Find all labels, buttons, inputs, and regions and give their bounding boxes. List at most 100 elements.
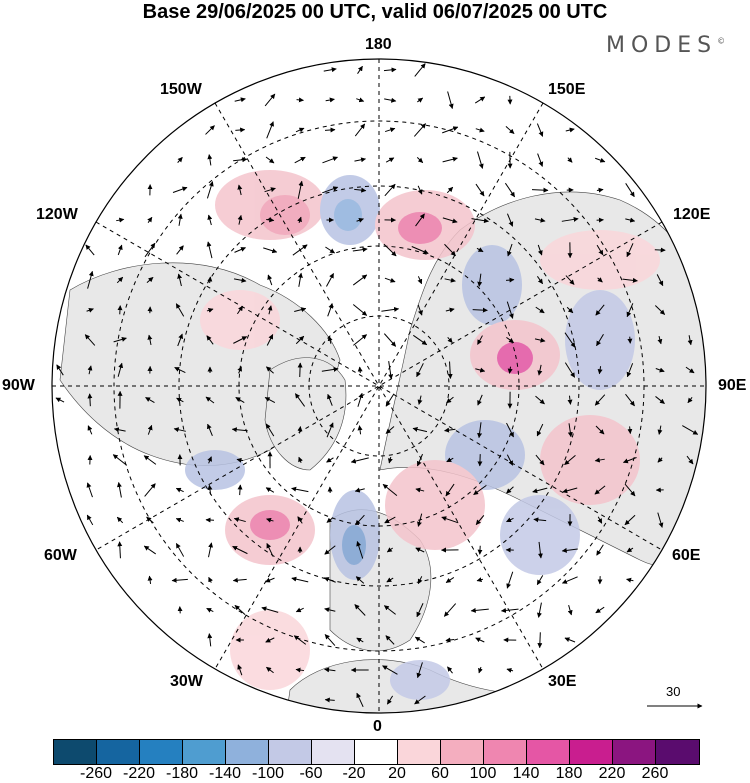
wind-vector (295, 607, 304, 613)
wind-vector (446, 457, 454, 463)
wind-vector (266, 366, 274, 374)
wind-vector (116, 217, 125, 223)
wind-vector (322, 156, 338, 164)
wind-vector (564, 637, 576, 643)
colorbar-tick-label: -180 (165, 765, 199, 782)
wind-vector (324, 607, 336, 613)
wind-vector (624, 483, 636, 497)
positive-anomaly (540, 230, 660, 290)
wind-vector (447, 91, 454, 109)
wind-vector (355, 514, 365, 526)
colorbar (53, 739, 700, 765)
wind-vector (117, 541, 123, 559)
wind-vector (567, 604, 573, 616)
wind-vector (562, 487, 578, 494)
wind-vector (442, 217, 458, 224)
wind-vector (505, 277, 515, 283)
wind-vector (412, 426, 428, 433)
wind-vector (175, 487, 184, 493)
wind-vector (561, 576, 578, 584)
colorbar-swatch (656, 740, 699, 764)
wind-vector (445, 576, 455, 584)
wind-vector (536, 423, 544, 437)
wind-vector (147, 334, 153, 346)
wind-vector (657, 425, 663, 435)
wind-vector (444, 277, 456, 283)
wind-vector (172, 186, 188, 193)
colorbar-tick-label: -140 (208, 765, 242, 782)
wind-vector (416, 453, 424, 467)
wind-vector (206, 335, 214, 345)
wind-vector (414, 695, 426, 705)
wind-vector (506, 571, 514, 589)
wind-vector (597, 366, 603, 375)
wind-vector (327, 393, 333, 406)
wind-vector (236, 457, 244, 463)
wind-vector (561, 547, 578, 553)
wind-vector (417, 276, 423, 285)
wind-vector (386, 577, 394, 583)
wind-vector (597, 277, 603, 283)
wind-vector (145, 397, 155, 403)
colorbar-swatch (140, 740, 183, 764)
wind-vector (177, 273, 183, 287)
wind-vector (206, 308, 214, 313)
wind-vector (234, 97, 246, 103)
wind-vector (234, 604, 246, 616)
wind-vector (265, 423, 275, 437)
wind-vector (326, 273, 334, 287)
negative-anomaly (185, 450, 245, 490)
wind-vector (622, 277, 638, 283)
modes-logo: MODES© (606, 33, 726, 58)
positive-anomaly (540, 415, 640, 505)
wind-vector (206, 181, 214, 199)
wind-vector (415, 213, 425, 227)
wind-vector (324, 634, 336, 646)
wind-vector (294, 307, 307, 313)
wind-vector (384, 183, 396, 197)
wind-vector (472, 307, 488, 313)
wind-vector (233, 157, 248, 163)
wind-vector (265, 487, 275, 493)
wind-vector (291, 576, 309, 583)
wind-vector (323, 67, 337, 73)
wind-vector (477, 422, 483, 439)
wind-vector (236, 305, 244, 315)
wind-vector (321, 366, 339, 372)
wind-vector (356, 637, 364, 643)
wind-vector (417, 185, 423, 195)
wind-vector (293, 635, 307, 645)
wind-vector (534, 217, 546, 223)
lon-label-90w: 90W (2, 377, 35, 394)
wind-vector (233, 336, 248, 344)
wind-vector (352, 304, 368, 316)
wind-vector (416, 603, 424, 618)
wind-vector (237, 214, 243, 225)
wind-vector (536, 276, 544, 285)
colorbar-tick-label: 220 (598, 765, 626, 782)
wind-vector (416, 157, 424, 163)
wind-vector (682, 425, 699, 435)
wind-vector (208, 542, 214, 558)
wind-vector (267, 274, 273, 286)
wind-vector (144, 483, 156, 497)
wind-vector (655, 367, 665, 373)
wind-vector (354, 487, 365, 493)
lon-label-90e: 90E (718, 377, 747, 394)
wind-vector (266, 543, 274, 557)
wind-vector (294, 156, 306, 164)
wind-vector (383, 605, 396, 615)
wind-vector (537, 244, 543, 256)
wind-vector (413, 123, 427, 137)
wind-vector (686, 455, 694, 465)
wind-vector (381, 306, 400, 312)
colorbar-swatch (570, 740, 613, 764)
wind-vector (385, 393, 395, 407)
wind-vector (535, 395, 545, 405)
wind-vector (234, 247, 246, 253)
map-title: Base 29/06/2025 00 UTC, valid 06/07/2025… (142, 1, 608, 23)
wind-vector (356, 217, 364, 223)
wind-vector (298, 456, 303, 464)
wind-vector (324, 545, 336, 555)
